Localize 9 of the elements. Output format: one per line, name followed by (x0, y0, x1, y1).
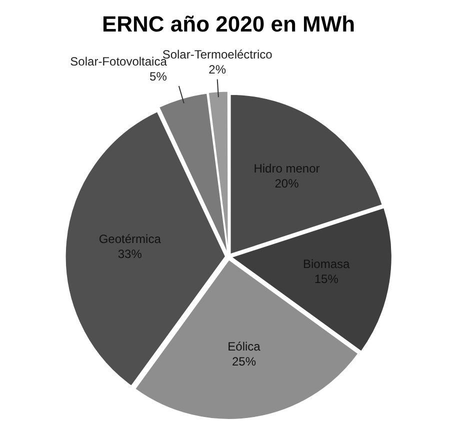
slice-label: Eólica (228, 339, 261, 354)
data-label: 25% (232, 354, 256, 368)
slice-label: Geotérmica (98, 232, 162, 246)
data-label: 20% (274, 176, 300, 190)
slice-label: Hidro menor (254, 161, 320, 176)
data-label: 2% (208, 62, 226, 77)
data-label: 5% (150, 69, 168, 84)
data-label: 33% (118, 247, 142, 262)
chart-title: ERNC año 2020 en MWh (102, 11, 356, 36)
